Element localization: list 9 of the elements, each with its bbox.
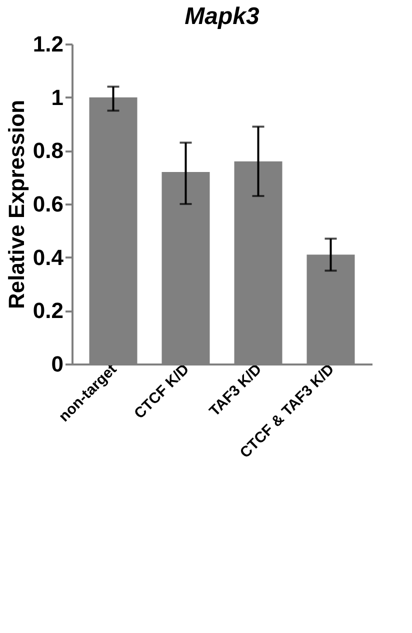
- y-tick-label: 1.2: [32, 32, 64, 56]
- y-tick-label: 0.8: [32, 138, 64, 164]
- y-tick-label: 0.2: [32, 298, 64, 324]
- y-axis-title: Relative Expression: [4, 100, 29, 310]
- y-tick-label: 0.4: [32, 244, 64, 270]
- y-tick-label: 0.6: [32, 192, 64, 216]
- chart-title: Mapk3: [184, 3, 260, 30]
- y-tick-label: 1: [51, 84, 64, 110]
- y-tick-label: 0: [51, 352, 64, 376]
